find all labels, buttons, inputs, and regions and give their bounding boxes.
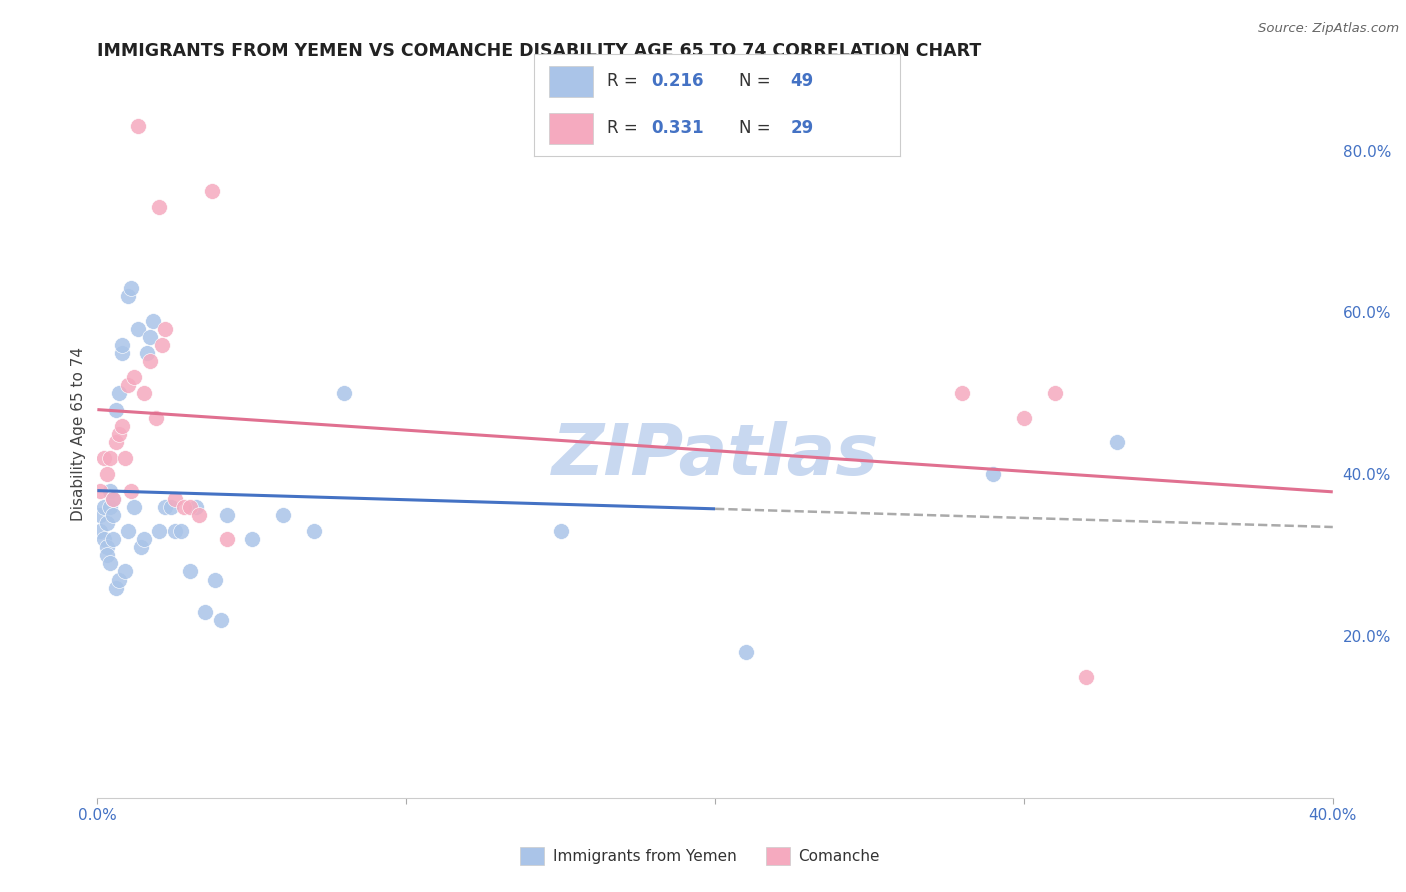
Point: [117, 378, 139, 392]
Text: 49: 49: [790, 72, 814, 90]
Point: [114, 451, 136, 466]
Point: [1012, 410, 1035, 425]
Point: [217, 508, 239, 522]
Point: [98, 483, 121, 498]
Point: [188, 508, 211, 522]
Point: [160, 500, 183, 514]
Point: [89, 508, 111, 522]
Point: [120, 281, 142, 295]
Point: [735, 645, 758, 659]
Point: [173, 500, 195, 514]
Point: [117, 289, 139, 303]
Text: Source: ZipAtlas.com: Source: ZipAtlas.com: [1258, 22, 1399, 36]
Point: [114, 565, 136, 579]
Point: [139, 330, 162, 344]
Point: [108, 426, 131, 441]
Point: [104, 581, 127, 595]
Point: [145, 410, 167, 425]
Point: [96, 467, 118, 482]
Point: [124, 370, 146, 384]
Point: [117, 524, 139, 538]
Point: [209, 613, 232, 627]
Text: 0.216: 0.216: [651, 72, 704, 90]
Text: R =: R =: [607, 72, 644, 90]
Point: [96, 548, 118, 562]
Point: [148, 200, 170, 214]
Point: [217, 532, 239, 546]
Point: [98, 557, 121, 571]
Point: [127, 321, 149, 335]
Point: [111, 338, 134, 352]
Point: [127, 120, 149, 134]
Point: [981, 467, 1004, 482]
Point: [93, 500, 115, 514]
Point: [111, 346, 134, 360]
Point: [186, 500, 208, 514]
Text: Immigrants from Yemen: Immigrants from Yemen: [553, 849, 737, 863]
Point: [124, 500, 146, 514]
Point: [96, 516, 118, 530]
Text: IMMIGRANTS FROM YEMEN VS COMANCHE DISABILITY AGE 65 TO 74 CORRELATION CHART: IMMIGRANTS FROM YEMEN VS COMANCHE DISABI…: [97, 42, 981, 60]
Point: [302, 524, 325, 538]
Point: [89, 524, 111, 538]
Text: ZIPatlas: ZIPatlas: [551, 421, 879, 491]
Point: [108, 386, 131, 401]
Point: [101, 508, 124, 522]
Point: [170, 524, 193, 538]
Text: R =: R =: [607, 120, 644, 137]
Point: [111, 418, 134, 433]
Point: [1043, 386, 1066, 401]
Text: Comanche: Comanche: [799, 849, 880, 863]
Point: [96, 540, 118, 554]
Point: [150, 338, 173, 352]
Point: [104, 402, 127, 417]
Point: [240, 532, 263, 546]
Point: [101, 491, 124, 506]
Point: [148, 524, 170, 538]
Bar: [548, 66, 593, 96]
Point: [1105, 434, 1128, 449]
Point: [129, 540, 152, 554]
Text: 29: 29: [790, 120, 814, 137]
Point: [104, 434, 127, 449]
Point: [333, 386, 356, 401]
Point: [950, 386, 973, 401]
Point: [155, 321, 177, 335]
Point: [201, 184, 224, 198]
Point: [108, 573, 131, 587]
Point: [135, 346, 157, 360]
Point: [98, 500, 121, 514]
Point: [98, 451, 121, 466]
Point: [93, 532, 115, 546]
Bar: [548, 113, 593, 144]
Y-axis label: Disability Age 65 to 74: Disability Age 65 to 74: [72, 347, 86, 521]
Point: [142, 313, 165, 327]
Point: [139, 354, 162, 368]
Point: [204, 573, 226, 587]
Text: 0.331: 0.331: [651, 120, 704, 137]
Text: N =: N =: [740, 120, 776, 137]
Point: [179, 500, 201, 514]
Text: N =: N =: [740, 72, 776, 90]
Point: [1074, 670, 1097, 684]
Point: [155, 500, 177, 514]
Point: [179, 565, 201, 579]
Point: [271, 508, 294, 522]
Point: [132, 532, 155, 546]
Point: [132, 386, 155, 401]
Point: [120, 483, 142, 498]
Point: [101, 491, 124, 506]
Point: [550, 524, 572, 538]
Point: [163, 524, 186, 538]
Point: [93, 451, 115, 466]
Point: [194, 605, 217, 619]
Point: [101, 532, 124, 546]
Point: [163, 491, 186, 506]
Point: [89, 483, 111, 498]
